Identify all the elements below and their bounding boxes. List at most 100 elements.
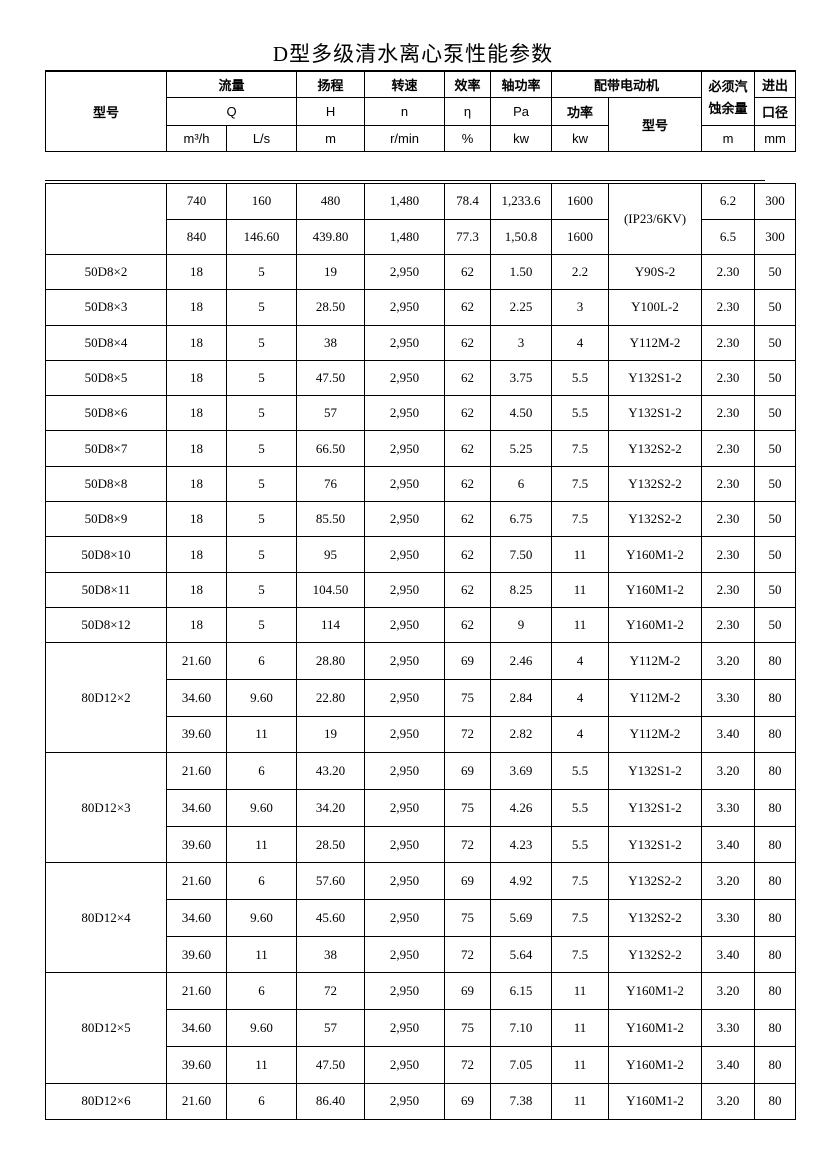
cell-flow-ls: 9.60 <box>226 1009 297 1047</box>
cell-flow-ls: 11 <box>226 1045 297 1084</box>
cell-shaft-power: 7.50 <box>490 536 552 573</box>
cell-shaft-power: 7.38 <box>490 1082 552 1121</box>
cell-motor-model: Y160M1-2 <box>608 536 702 573</box>
cell-model: 50D8×4 <box>45 324 167 361</box>
unit-kw: kw <box>490 124 553 152</box>
cell-efficiency: 75 <box>444 1009 491 1047</box>
cell-flow-ls: 9.60 <box>226 678 297 717</box>
table-row: 39.60 11 28.50 2,950 72 4.23 5.5 Y132S1-2 3.40 80 <box>46 825 796 864</box>
cell-efficiency: 72 <box>444 1045 491 1084</box>
cell-efficiency: 77.3 <box>444 218 491 255</box>
table-row: 50D8×2 18 5 19 2,950 62 1.50 2.2 Y90S-2 2.30 50 <box>45 253 796 291</box>
cell-efficiency: 69 <box>444 972 491 1011</box>
cell-npsh: 3.30 <box>701 899 755 937</box>
table-row: 50D8×5 18 5 47.50 2,950 62 3.75 5.5 Y132S1-2 2.30… <box>45 359 796 397</box>
cell-flow-m3h: 21.60 <box>166 972 227 1011</box>
cell-flow-m3h: 18 <box>166 395 227 432</box>
header-port-2: 口径 <box>754 96 797 126</box>
cell-npsh: 3.20 <box>701 1082 755 1121</box>
cell-motor-model: Y132S1-2 <box>608 359 702 397</box>
cell-efficiency: 62 <box>444 536 491 573</box>
cell-flow-m3h: 39.60 <box>166 1045 227 1084</box>
table-row: 80D12×6 21.60 6 86.40 2,950 69 7.38 11 Y160M1-2 3… <box>45 1082 796 1121</box>
cell-npsh: 3.30 <box>701 789 755 827</box>
cell-motor-power: 7.5 <box>551 935 609 974</box>
page-title: D型多级清水离心泵性能参数 <box>272 42 554 66</box>
cell-speed: 2,950 <box>364 678 445 717</box>
cell-motor-power: 11 <box>551 536 609 573</box>
cell-npsh: 2.30 <box>701 501 755 538</box>
unit-npsh-m: m <box>701 124 756 152</box>
cell-shaft-power: 6 <box>490 465 552 503</box>
cell-head: 114 <box>296 606 365 644</box>
cell-flow-ls: 6 <box>226 972 297 1011</box>
cell-motor-model: Y90S-2 <box>608 253 702 291</box>
cell-port-diameter: 50 <box>754 324 796 361</box>
cell-flow-ls: 5 <box>226 465 297 503</box>
cell-motor-power: 5.5 <box>551 752 609 791</box>
unit-m: m <box>296 124 366 152</box>
cell-npsh: 2.30 <box>701 430 755 467</box>
cell-speed: 2,950 <box>364 359 445 397</box>
cell-motor-model: Y160M1-2 <box>608 1082 702 1121</box>
cell-npsh: 6.5 <box>701 218 755 255</box>
cell-port-diameter: 80 <box>754 1082 796 1121</box>
table-row: 50D8×4 18 5 38 2,950 62 3 4 Y112M-2 2.30 50 <box>45 324 796 361</box>
cell-npsh: 3.40 <box>701 935 755 974</box>
cell-head: 57.60 <box>296 862 365 901</box>
cell-flow-ls: 5 <box>226 501 297 538</box>
cell-port-diameter: 80 <box>754 678 796 717</box>
header-speed: 转速 <box>364 70 446 98</box>
cell-shaft-power: 8.25 <box>490 571 552 608</box>
cell-head: 57 <box>296 1009 365 1047</box>
cell-motor-model: Y160M1-2 <box>608 571 702 608</box>
cell-efficiency: 69 <box>444 1082 491 1121</box>
cell-flow-ls: 9.60 <box>226 789 297 827</box>
cell-port-diameter: 80 <box>754 789 796 827</box>
cell-motor-power: 11 <box>551 1082 609 1121</box>
cell-speed: 2,950 <box>364 1045 445 1084</box>
cell-motor-model: Y100L-2 <box>608 289 702 326</box>
cell-npsh: 2.30 <box>701 253 755 291</box>
cell-shaft-power: 3.69 <box>490 752 552 791</box>
cell-head: 95 <box>296 536 365 573</box>
unit-ls: L/s <box>225 124 298 152</box>
cell-motor-model: Y132S2-2 <box>608 430 702 467</box>
cell-flow-m3h: 39.60 <box>166 825 227 864</box>
cell-motor-model: Y132S1-2 <box>608 395 702 432</box>
cell-flow-ls: 5 <box>226 395 297 432</box>
cell-head: 28.50 <box>296 289 365 326</box>
cell-motor-power: 7.5 <box>551 465 609 503</box>
cell-head: 19 <box>296 715 365 754</box>
cell-speed: 2,950 <box>364 789 445 827</box>
table-row: 39.60 11 47.50 2,950 72 7.05 11 Y160M1-2 3.40 80 <box>46 1045 796 1084</box>
cell-motor-power: 7.5 <box>551 862 609 901</box>
cell-shaft-power: 3.75 <box>490 359 552 397</box>
cell-head: 47.50 <box>296 359 365 397</box>
cell-flow-ls: 11 <box>226 715 297 754</box>
cell-npsh: 3.20 <box>701 752 755 791</box>
cell-efficiency: 62 <box>444 430 491 467</box>
cell-flow-ls: 6 <box>226 642 297 680</box>
cell-head: 47.50 <box>296 1045 365 1084</box>
cell-model: 50D8×9 <box>45 501 167 538</box>
table-row: 80D12×4 21.60 6 57.60 2,950 69 4.92 7.5 Y132S2-2… <box>45 862 796 974</box>
cell-port-diameter: 80 <box>754 899 796 937</box>
cell-model <box>45 183 167 255</box>
cell-flow-ls: 9.60 <box>226 899 297 937</box>
table-row: 80D12×5 21.60 6 72 2,950 69 6.15 11 Y160M1-2 3.20… <box>45 972 796 1084</box>
cell-flow-m3h: 18 <box>166 253 227 291</box>
header-npsh: 必须汽 蚀余量 <box>701 70 756 126</box>
header-eta: η <box>444 96 492 126</box>
cell-shaft-power: 4.50 <box>490 395 552 432</box>
cell-flow-ls: 5 <box>226 324 297 361</box>
cell-speed: 2,950 <box>364 752 445 791</box>
cell-flow-m3h: 21.60 <box>166 642 227 680</box>
cell-port-diameter: 80 <box>754 935 796 974</box>
cell-motor-model: Y132S1-2 <box>608 825 702 864</box>
cell-flow-m3h: 18 <box>166 501 227 538</box>
header-n: n <box>364 96 446 126</box>
table-row: 39.60 11 19 2,950 72 2.82 4 Y112M-2 3.40 80 <box>46 715 796 754</box>
cell-efficiency: 75 <box>444 789 491 827</box>
cell-flow-ls: 5 <box>226 289 297 326</box>
